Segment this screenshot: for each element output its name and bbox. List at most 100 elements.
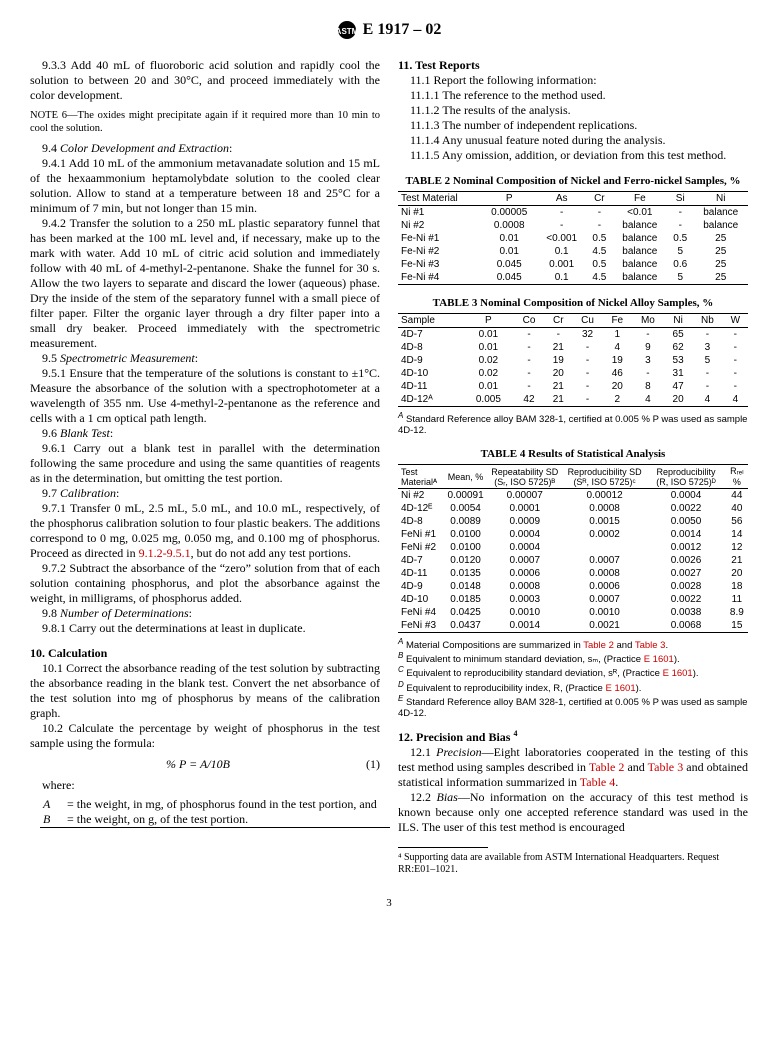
- cell: 0.0026: [646, 554, 725, 567]
- cell: 0.5: [586, 232, 612, 245]
- cell: 0.0120: [444, 554, 486, 567]
- cell: 20: [726, 567, 748, 580]
- table-row: 4D-80.00890.00090.00150.005056: [398, 515, 748, 528]
- cell: 0.0068: [646, 619, 725, 633]
- cell: 53: [664, 354, 692, 367]
- cell: balance: [693, 206, 748, 220]
- cell: 0.0006: [487, 567, 563, 580]
- cell: 56: [726, 515, 748, 528]
- cell: 0.0185: [444, 593, 486, 606]
- para-11-1-3: 11.1.3 The number of independent replica…: [398, 118, 748, 133]
- cell: 25: [693, 245, 748, 258]
- cell: 0.6: [667, 258, 693, 271]
- cell: -: [544, 328, 572, 342]
- where-A-symbol: A: [40, 797, 64, 812]
- cell: 4D-7: [398, 328, 463, 342]
- link-9-1-2-9-5-1[interactable]: 9.1.2-9.5.1: [139, 546, 191, 560]
- col-header: Rᵣₑₗ %: [726, 465, 748, 489]
- col-header: Cr: [544, 314, 572, 328]
- p122i: Bias: [437, 790, 458, 804]
- table-row: 4D-110.01350.00060.00080.002720: [398, 567, 748, 580]
- designation: E 1917 – 02: [363, 21, 442, 39]
- col-header: P: [463, 314, 514, 328]
- cell: 0.0012: [646, 541, 725, 554]
- cell: 21: [544, 393, 572, 407]
- cell: -: [514, 354, 545, 367]
- sec-9-8-num: 9.8: [42, 606, 60, 620]
- cell: [563, 541, 647, 554]
- cell: 0.0014: [487, 619, 563, 633]
- table-row: FeNi #30.04370.00140.00210.006815: [398, 619, 748, 633]
- astm-logo: ASTM: [337, 20, 357, 40]
- t4-fc-link[interactable]: E 1601: [663, 669, 693, 680]
- cell: 5: [667, 245, 693, 258]
- t4-fa-t2-link[interactable]: Table 2: [583, 640, 614, 651]
- cell: -: [586, 219, 612, 232]
- cell: 20: [544, 367, 572, 380]
- cell: 9: [632, 341, 664, 354]
- col-header: W: [723, 314, 748, 328]
- col-header: Ni: [664, 314, 692, 328]
- table-4-title: TABLE 4 Results of Statistical Analysis: [398, 448, 748, 460]
- cell: 0.0007: [487, 554, 563, 567]
- cell: 4D-7: [398, 554, 444, 567]
- table-2: Test MaterialPAsCrFeSiNiNi #10.00005--<0…: [398, 191, 748, 285]
- cell: 0.0008: [487, 580, 563, 593]
- cell: 4: [723, 393, 748, 407]
- cell: 4D-9: [398, 354, 463, 367]
- t4-fd-link[interactable]: E 1601: [606, 683, 636, 694]
- cell: 4D-8: [398, 515, 444, 528]
- sec-9-8-title: Number of Determinations: [60, 606, 189, 620]
- col-header: Mean, %: [444, 465, 486, 489]
- cell: 21: [544, 341, 572, 354]
- cell: 0.0100: [444, 541, 486, 554]
- note6-text: —The oxides might precipitate again if i…: [30, 110, 380, 134]
- cell: -: [514, 341, 545, 354]
- cell: 0.0004: [646, 489, 725, 503]
- table-row: 4D-90.01480.00080.00060.002818: [398, 580, 748, 593]
- table-3: SamplePCoCrCuFeMoNiNbW4D-70.01--321-65--…: [398, 313, 748, 407]
- cell: 15: [726, 619, 748, 633]
- cell: 4D-12ᴱ: [398, 502, 444, 515]
- cell: 0.01: [481, 245, 537, 258]
- t4-fa-t3-link[interactable]: Table 3: [635, 640, 666, 651]
- col-header: P: [481, 192, 537, 206]
- cell: 42: [514, 393, 545, 407]
- cell: 3: [632, 354, 664, 367]
- cell: 8.9: [726, 606, 748, 619]
- cell: Fe-Ni #4: [398, 271, 481, 285]
- para-9-8-1: 9.8.1 Carry out the determinations at le…: [30, 621, 380, 636]
- cell: 20: [603, 380, 632, 393]
- cell: 0.00012: [563, 489, 647, 503]
- col-header: Sample: [398, 314, 463, 328]
- col-header: Fe: [613, 192, 667, 206]
- cell: -: [572, 380, 603, 393]
- cell: 0.0008: [563, 502, 647, 515]
- cell: 0.01: [463, 328, 514, 342]
- link-table2[interactable]: Table 2: [589, 760, 625, 774]
- cell: 0.0148: [444, 580, 486, 593]
- cell: 0.0050: [646, 515, 725, 528]
- para-11-1-5: 11.1.5 Any omission, addition, or deviat…: [398, 148, 748, 163]
- cell: 0.1: [537, 245, 586, 258]
- cell: -: [586, 206, 612, 220]
- para-9-7-1b: , but do not add any test portions.: [191, 546, 351, 560]
- cell: 62: [664, 341, 692, 354]
- t4-fd: Equivalent to reproducibility index, R, …: [404, 683, 606, 694]
- cell: Fe-Ni #3: [398, 258, 481, 271]
- table-row: Fe-Ni #40.0450.14.5balance525: [398, 271, 748, 285]
- sec-9-4-num: 9.4: [42, 141, 60, 155]
- cell: 0.01: [463, 341, 514, 354]
- cell: 47: [664, 380, 692, 393]
- sec-9-6-title: Blank Test: [60, 426, 110, 440]
- para-9-6-1: 9.6.1 Carry out a blank test in parallel…: [30, 441, 380, 486]
- t4-fa: Material Compositions are summarized in: [403, 640, 583, 651]
- t4-fb-link[interactable]: E 1601: [644, 654, 674, 665]
- left-column: 9.3.3 Add 40 mL of fluoroboric acid solu…: [30, 58, 380, 877]
- sec-9-5-title: Spectrometric Measurement: [60, 351, 195, 365]
- cell: 0.0022: [646, 502, 725, 515]
- right-column: 11. Test Reports 11.1 Report the followi…: [398, 58, 748, 877]
- link-table4[interactable]: Table 4: [580, 775, 615, 789]
- cell: 0.5: [667, 232, 693, 245]
- link-table3[interactable]: Table 3: [648, 760, 684, 774]
